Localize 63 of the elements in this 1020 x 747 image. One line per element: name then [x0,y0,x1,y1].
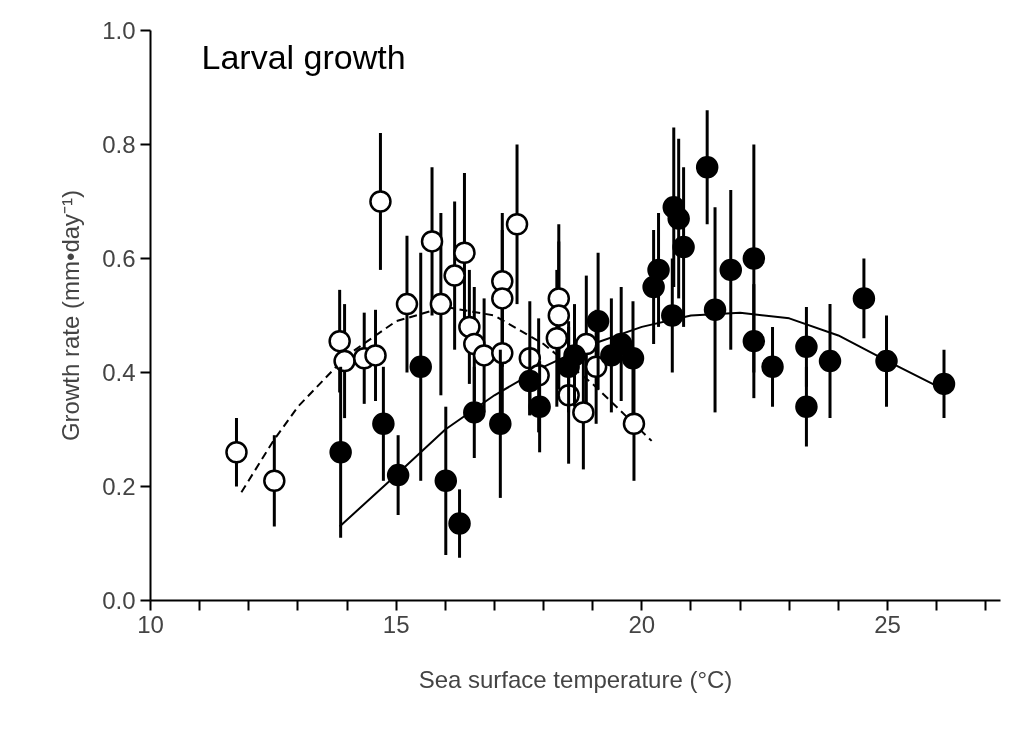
point [622,412,646,436]
point [489,412,512,436]
point [434,469,458,493]
point [505,213,529,236]
point [528,395,551,418]
point [742,247,766,270]
point [429,292,453,316]
point [545,327,569,350]
point [719,258,743,282]
point [647,258,670,282]
point [642,275,665,299]
point [328,329,351,353]
point [621,347,645,370]
point [225,441,248,464]
point [409,355,432,379]
point [491,287,514,310]
point [586,309,610,333]
point [443,264,466,287]
point [453,241,476,265]
point [661,304,684,327]
y-tick-label: 1.0 [102,17,136,44]
point [263,469,286,493]
point [875,349,898,373]
point [695,156,719,179]
point [420,230,444,253]
point [448,512,471,535]
point [609,332,633,356]
point [372,412,395,436]
point [463,401,486,424]
x-axis-title: Sea surface temperature (°C) [418,665,733,693]
y-tick-label: 0.6 [102,245,136,272]
y-tick-label: 0.4 [102,359,136,386]
point [672,235,695,259]
point [333,349,356,373]
point [364,344,387,367]
y-tick-label: 0.0 [102,587,136,614]
y-axis-title: Growth rate (mm•day⁻¹) [57,189,85,442]
point [369,190,392,213]
point [458,315,481,339]
x-tick-label: 20 [628,610,656,638]
point [795,335,818,359]
point [472,344,496,367]
y-tick-label: 0.8 [102,131,136,158]
point [547,304,571,327]
point [932,372,956,396]
x-tick-label: 25 [874,610,901,638]
x-tick-label: 10 [137,610,164,638]
point [818,349,842,373]
point [395,292,419,316]
point [852,287,876,310]
point [667,207,690,230]
point [795,395,818,418]
point [572,401,595,424]
chart-title: Larval growth [201,38,406,77]
point [761,355,784,379]
point [742,329,766,353]
point [386,463,410,487]
point [329,441,352,464]
point [703,298,727,322]
x-tick-label: 15 [382,610,410,638]
point [563,344,586,367]
point [518,369,542,393]
y-tick-label: 0.2 [102,473,136,500]
